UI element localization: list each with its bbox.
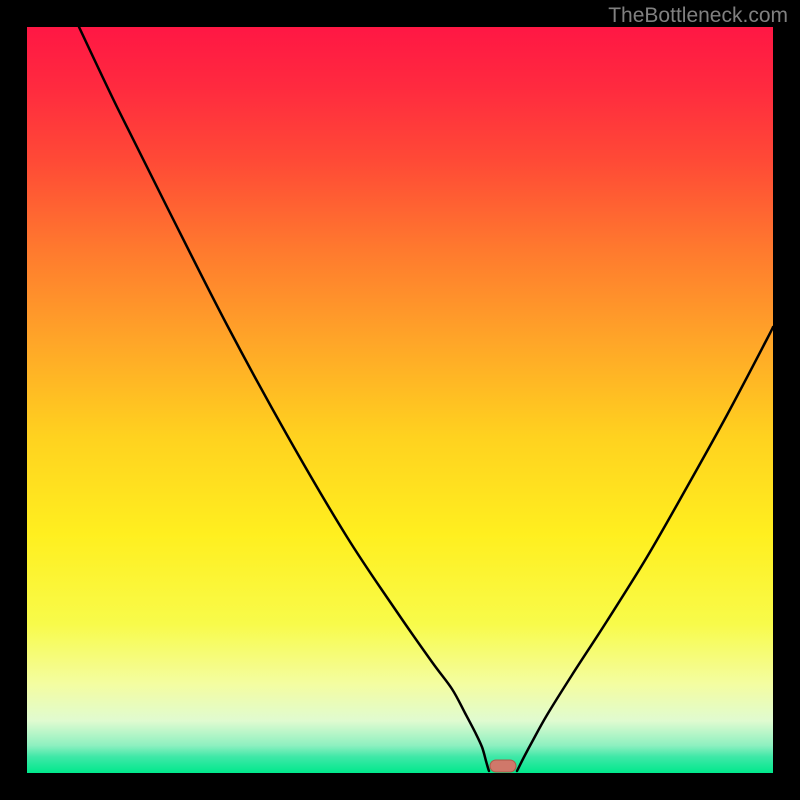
optimal-marker <box>490 760 516 772</box>
chart-svg <box>27 27 773 773</box>
chart-background <box>27 27 773 773</box>
bottleneck-chart <box>27 27 773 773</box>
watermark-text: TheBottleneck.com <box>608 4 788 28</box>
